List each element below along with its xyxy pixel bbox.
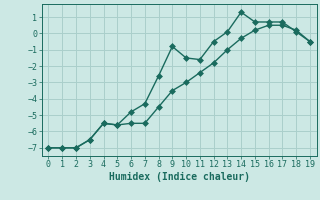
X-axis label: Humidex (Indice chaleur): Humidex (Indice chaleur) (109, 172, 250, 182)
